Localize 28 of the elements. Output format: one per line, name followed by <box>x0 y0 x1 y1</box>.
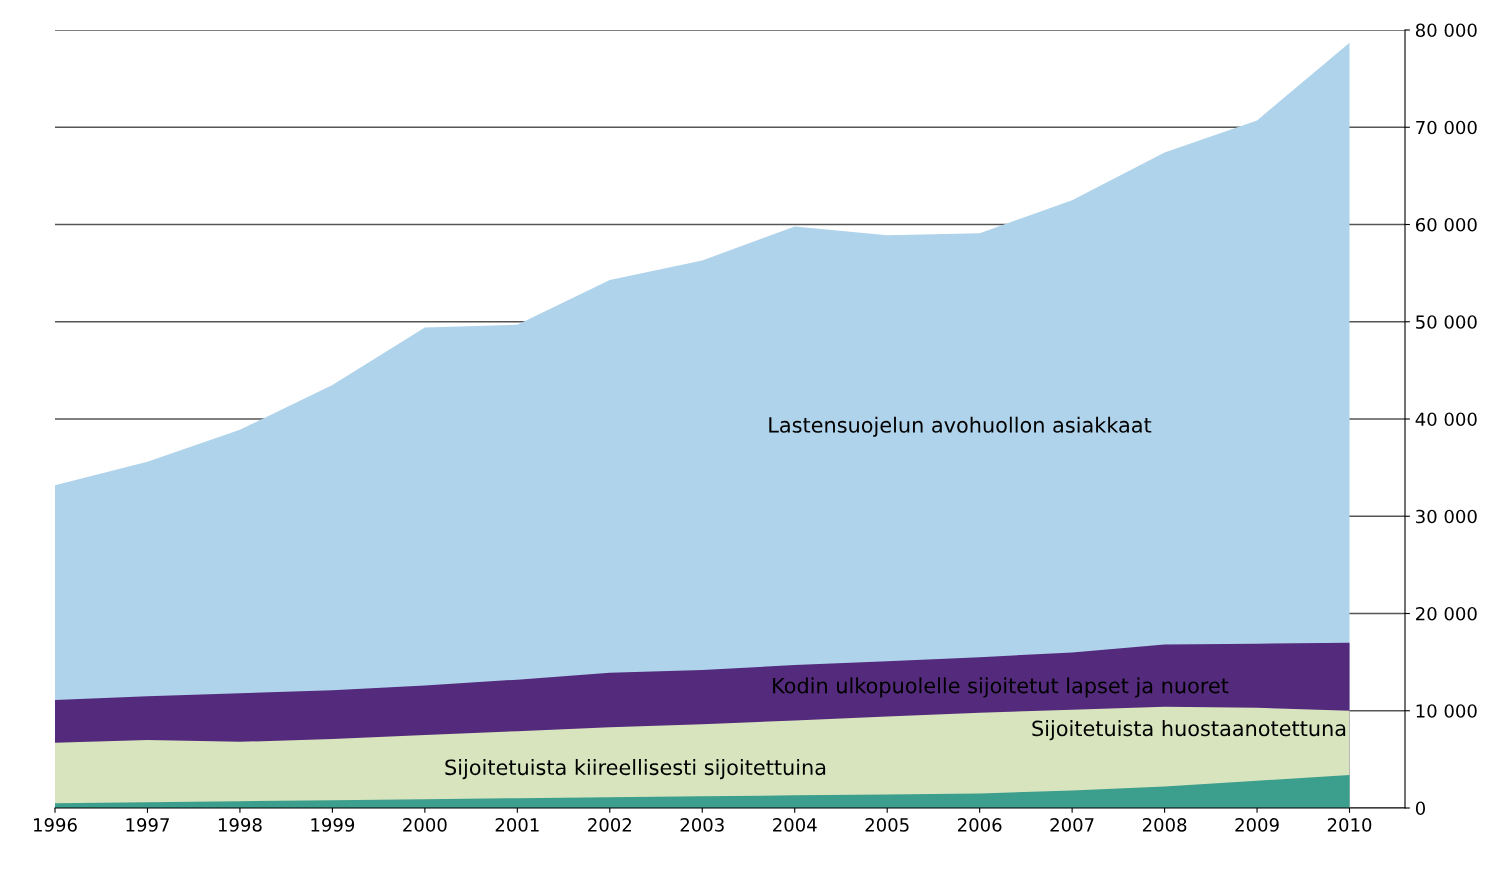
y-tick-label: 0 <box>1415 801 1426 816</box>
y-tick-label: 80 000 <box>1415 23 1477 38</box>
series-label: Sijoitetuista kiireellisesti sijoitettuina <box>445 759 826 780</box>
x-tick-label: 1996 <box>34 818 77 832</box>
x-tick-label: 1999 <box>311 818 355 832</box>
x-tick-label: 1997 <box>126 818 169 832</box>
x-tick-label: 2007 <box>1050 818 1094 832</box>
y-tick-label: 50 000 <box>1416 315 1477 329</box>
y-tick-label: 30 000 <box>1416 509 1477 524</box>
y-tick-label: 40 000 <box>1415 412 1477 427</box>
series-label: Kodin ulkopuolelle sijoitetut lapset ja nuoret <box>773 677 1229 698</box>
x-tick-label: 2010 <box>1327 818 1372 832</box>
x-tick-label: 2001 <box>495 818 539 832</box>
series-label: Sijoitetuista huostaanotettuna <box>1032 720 1346 741</box>
series-label: Lastensuojelun avohuollon asiakkaat <box>769 416 1152 437</box>
x-tick-label: 2000 <box>403 818 447 832</box>
x-tick-label: 2008 <box>1142 818 1187 832</box>
x-tick-label: 2005 <box>865 818 909 832</box>
y-tick-label: 60 000 <box>1415 217 1477 232</box>
x-tick-label: 2002 <box>588 818 631 832</box>
y-tick-label: 10 000 <box>1416 704 1477 718</box>
x-tick-label: 2004 <box>773 818 817 832</box>
x-tick-label: 1998 <box>218 818 262 832</box>
y-tick-label: 20 000 <box>1416 606 1477 621</box>
x-tick-label: 2006 <box>958 818 1002 832</box>
x-tick-label: 2003 <box>680 818 724 832</box>
x-tick-label: 2009 <box>1235 818 1279 832</box>
y-tick-label: 70 000 <box>1416 120 1477 135</box>
